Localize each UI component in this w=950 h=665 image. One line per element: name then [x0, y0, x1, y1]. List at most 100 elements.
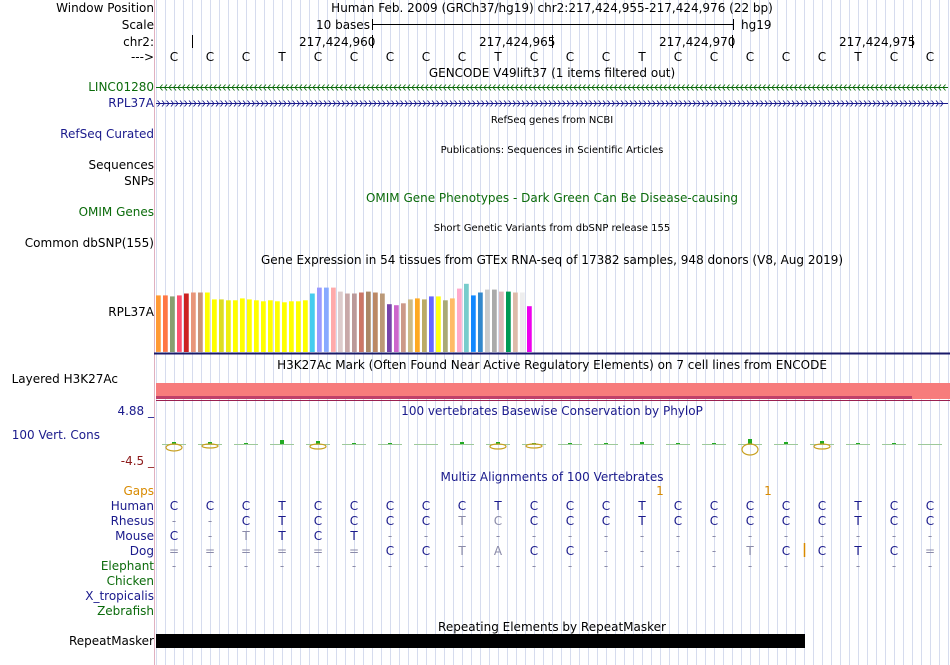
alignment-base-mouse: -: [387, 529, 393, 543]
alignment-base-dog: C: [565, 544, 575, 558]
linc01280-gene-chevron: [631, 84, 636, 91]
alignment-base-human: C: [709, 499, 719, 513]
reference-base: C: [781, 50, 791, 64]
linc01280-gene-chevron: [271, 84, 276, 91]
linc01280-gene-chevron: [469, 84, 474, 91]
linc01280-gene-chevron: [438, 84, 442, 91]
rpl37a-gene-chevron: [899, 100, 904, 107]
linc01280-gene-chevron: [222, 84, 226, 91]
rpl37a-gene-chevron: [710, 100, 715, 107]
rpl37a-gene-chevron: [737, 100, 742, 107]
rpl37a-gene-chevron: [319, 100, 323, 107]
alignment-base-mouse: T: [278, 529, 286, 543]
linc01280-gene-chevron: [375, 84, 379, 91]
linc01280-gene-chevron: [190, 84, 195, 91]
linc01280-gene-chevron: [321, 84, 325, 91]
alignment-base-dog: A: [493, 544, 503, 558]
track-label-gtex-gene[interactable]: RPL37A: [108, 305, 154, 319]
alignment-base-elephant: -: [171, 559, 177, 573]
alignment-base-dog: =: [312, 544, 324, 558]
track-label-sequences[interactable]: Sequences: [88, 158, 154, 172]
linc01280-gene-chevron: [339, 84, 343, 91]
alignment-base-human: C: [169, 499, 179, 513]
linc01280-gene-chevron: [771, 84, 775, 91]
gtex-bar: [261, 301, 266, 352]
linc01280-gene-chevron: [546, 84, 550, 91]
phylop-neg: [813, 443, 831, 450]
linc01280-gene-chevron: [312, 84, 316, 91]
phylop-pos: [280, 440, 284, 444]
alignment-base-mouse: T: [242, 529, 250, 543]
alignment-base-human: C: [385, 499, 395, 513]
rpl37a-gene-chevron: [823, 100, 827, 107]
rpl37a-gene-chevron: [926, 100, 931, 107]
phylop-pos: [604, 443, 608, 444]
rpl37a-gene-chevron: [836, 100, 841, 107]
linc01280-gene-chevron: [393, 84, 397, 91]
rpl37a-gene-chevron: [422, 100, 427, 107]
alignment-base-mouse: -: [495, 529, 501, 543]
gtex-bar: [226, 300, 231, 352]
linc01280-gene-chevron: [433, 84, 438, 91]
reference-base: C: [205, 50, 215, 64]
linc01280-gene-chevron: [793, 84, 798, 91]
track-label-rpl37a[interactable]: RPL37A: [108, 96, 154, 110]
cons-max-label: 4.88 _: [117, 404, 154, 418]
alignment-base-human: C: [529, 499, 539, 513]
linc01280-gene-chevron: [343, 84, 348, 91]
rpl37a-gene-chevron: [337, 100, 341, 107]
rpl37a-gene-chevron: [481, 100, 485, 107]
rpl37a-gene-chevron: [575, 100, 580, 107]
track-label-repeatmasker[interactable]: RepeatMasker: [68, 634, 154, 648]
alignment-base-rhesus: C: [565, 514, 575, 528]
rpl37a-gene-chevron: [931, 100, 935, 107]
linc01280-gene-chevron: [411, 84, 415, 91]
alignment-base-dog: =: [240, 544, 252, 558]
rpl37a-gene-chevron: [832, 100, 836, 107]
linc01280-gene-chevron: [834, 84, 838, 91]
gtex-bar: [387, 304, 392, 352]
track-label-omim[interactable]: OMIM Genes: [78, 205, 154, 219]
linc01280-gene-chevron: [586, 84, 591, 91]
rpl37a-gene-chevron: [296, 100, 301, 107]
track-label-snps[interactable]: SNPs: [124, 174, 154, 188]
rpl37a-gene-chevron: [890, 100, 895, 107]
track-label-linc01280[interactable]: LINC01280: [88, 80, 154, 94]
rpl37a-gene-chevron: [697, 100, 701, 107]
label-window-position: Window Position: [56, 1, 154, 15]
linc01280-gene-chevron: [870, 84, 874, 91]
gtex-bar: [478, 292, 483, 352]
rpl37a-gene-chevron: [602, 100, 607, 107]
coord-2: 217,424,965: [479, 35, 556, 49]
linc01280-gene-chevron: [712, 84, 717, 91]
gtex-bar: [415, 298, 420, 352]
linc01280-gene-chevron: [852, 84, 856, 91]
rpl37a-gene-chevron: [314, 100, 319, 107]
gtex-bar: [471, 295, 476, 352]
linc01280-gene-chevron: [483, 84, 487, 91]
linc01280-gene-chevron: [901, 84, 906, 91]
linc01280-gene-chevron: [550, 84, 555, 91]
alignment-base-rhesus: C: [349, 514, 359, 528]
track-label-cons[interactable]: 100 Vert. Cons: [11, 428, 100, 442]
reference-base: C: [673, 50, 683, 64]
rpl37a-gene-chevron: [760, 100, 764, 107]
track-label-dbsnp[interactable]: Common dbSNP(155): [24, 236, 154, 250]
linc01280-gene-chevron: [654, 84, 658, 91]
linc01280-gene-chevron: [618, 84, 622, 91]
rpl37a-gene-chevron: [755, 100, 760, 107]
alignment-base-rhesus: C: [313, 514, 323, 528]
linc01280-gene-chevron: [253, 84, 258, 91]
linc01280-gene-chevron: [460, 84, 465, 91]
phylop-pos: [784, 442, 788, 444]
linc01280-gene-chevron: [352, 84, 357, 91]
rpl37a-gene-chevron: [553, 100, 557, 107]
gap-count: 1: [764, 484, 772, 498]
track-label-h3k27ac[interactable]: Layered H3K27Ac: [11, 372, 118, 386]
rpl37a-gene-chevron: [863, 100, 868, 107]
rpl37a-gene-chevron: [193, 100, 197, 107]
track-label-refseq[interactable]: RefSeq Curated: [60, 127, 154, 141]
alignment-base-rhesus: -: [207, 514, 213, 528]
alignment-base-rhesus: C: [781, 514, 791, 528]
gtex-bar: [513, 292, 518, 352]
